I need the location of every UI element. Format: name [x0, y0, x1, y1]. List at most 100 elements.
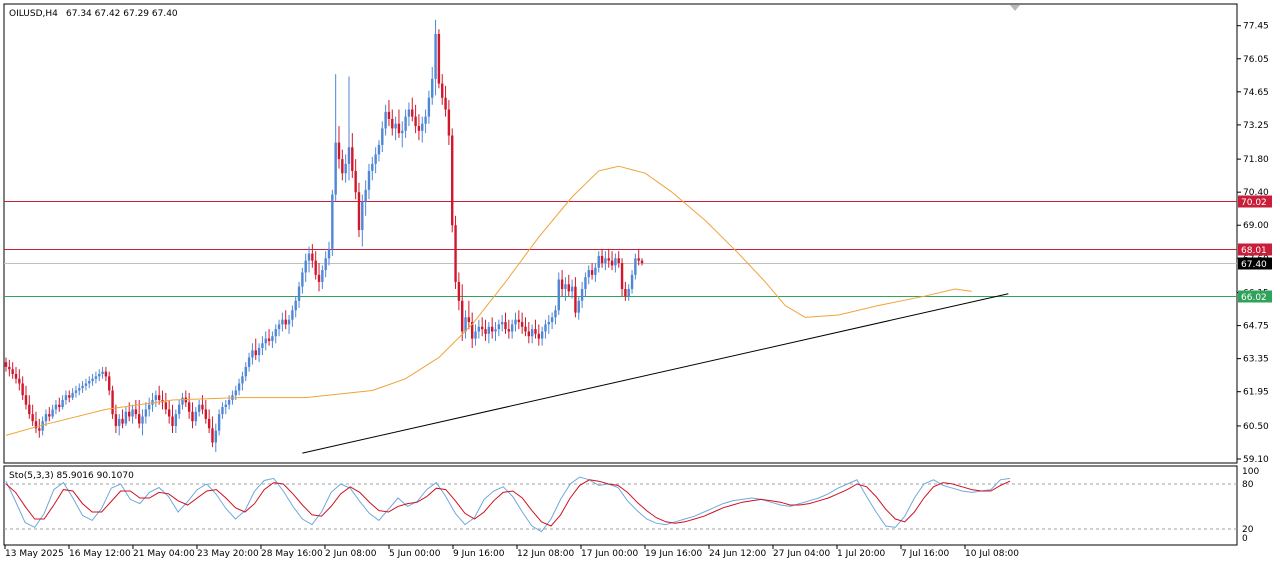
candle-body — [114, 414, 118, 426]
candle-body — [407, 109, 411, 117]
candle-body — [524, 326, 527, 332]
candle-body — [431, 78, 434, 98]
price-tick-label: 76.05 — [1243, 55, 1269, 65]
candle-body — [457, 281, 461, 301]
candle-body — [291, 310, 294, 320]
candle-body — [264, 338, 267, 344]
candle-body — [530, 329, 534, 337]
time-tick-label: 9 Jun 16:00 — [453, 549, 505, 559]
candle-body — [214, 430, 217, 443]
candle-body — [347, 147, 351, 164]
candle-body — [337, 142, 341, 160]
candle-body — [141, 416, 144, 424]
candle-body — [527, 331, 531, 337]
candle-body — [480, 326, 484, 330]
ascending-trendline[interactable] — [302, 293, 1009, 454]
candle-body — [14, 373, 18, 379]
candle-body — [74, 390, 78, 393]
candle-body — [354, 170, 357, 193]
candle-body — [334, 142, 337, 195]
candle-body — [221, 407, 224, 415]
stochastic-tick-0: 0 — [1242, 534, 1248, 544]
candle-body — [500, 322, 504, 325]
time-tick-label: 27 Jun 04:00 — [773, 549, 830, 559]
candle-body — [577, 300, 580, 313]
candle-body — [570, 286, 574, 292]
candle-body — [254, 350, 257, 356]
time-tick-label: 12 Jun 08:00 — [517, 549, 574, 559]
candle-body — [147, 404, 151, 410]
price-tick-label: 63.35 — [1243, 355, 1269, 365]
candle-body — [630, 274, 634, 289]
candle-body — [177, 404, 181, 415]
candle-body — [387, 111, 391, 119]
candle-body — [474, 331, 477, 339]
candle-body — [547, 322, 550, 325]
candle-body — [414, 116, 417, 127]
candle-body — [287, 319, 291, 325]
candle-body — [397, 123, 401, 134]
candle-body — [311, 253, 314, 261]
candle-body — [91, 378, 94, 382]
candle-body — [51, 409, 54, 417]
time-tick-label: 23 May 20:00 — [197, 549, 259, 559]
candle-body — [391, 118, 394, 129]
candle-body — [31, 414, 34, 422]
candle-body — [324, 258, 327, 271]
candle-body — [597, 255, 600, 268]
candle-body — [507, 329, 511, 332]
time-tick-label: 21 May 04:00 — [133, 549, 195, 559]
price-label-resistance-lower: 68.01 — [1241, 246, 1267, 256]
candle-body — [497, 324, 501, 330]
price-tick-label: 74.65 — [1243, 88, 1269, 98]
candle-body — [424, 116, 427, 124]
time-tick-label: 24 Jun 12:00 — [709, 549, 766, 559]
candle-body — [490, 326, 494, 332]
candle-body — [554, 310, 557, 318]
price-label-current-price: 67.40 — [1241, 260, 1267, 270]
ohlc-values: 67.34 67.42 67.29 67.40 — [66, 9, 178, 19]
candle-body — [620, 263, 624, 289]
stochastic-tick-80: 80 — [1242, 480, 1254, 490]
candle-body — [304, 260, 307, 273]
candle-body — [101, 371, 104, 374]
candle-body — [344, 163, 347, 174]
candle-body — [48, 414, 51, 417]
price-label-resistance-upper: 70.02 — [1241, 198, 1267, 208]
price-tick-label: 59.10 — [1243, 455, 1269, 465]
candle-body — [121, 418, 124, 424]
candle-body — [71, 392, 74, 398]
candle-body — [274, 329, 277, 337]
candle-body — [454, 225, 457, 282]
candle-body — [204, 409, 207, 419]
candle-body — [594, 267, 597, 275]
chart-shift-marker-icon[interactable] — [1010, 5, 1020, 11]
candle-body — [21, 383, 24, 396]
candle-body — [627, 288, 630, 297]
time-tick-label: 5 Jun 00:00 — [389, 549, 441, 559]
candle-body — [314, 260, 317, 275]
candle-body — [384, 111, 387, 129]
candle-body — [467, 317, 471, 323]
time-tick-label: 19 Jun 16:00 — [645, 549, 702, 559]
candle-body — [207, 418, 211, 429]
candle-body — [284, 319, 287, 325]
candle-body — [600, 255, 604, 264]
price-tick-label: 73.25 — [1243, 121, 1269, 131]
candle-body — [421, 123, 424, 131]
candle-body — [247, 357, 251, 367]
candle-body — [11, 369, 14, 374]
candle-body — [437, 33, 441, 84]
candle-body — [108, 376, 111, 391]
candle-body — [64, 395, 68, 400]
candle-body — [81, 385, 84, 389]
price-tick-label: 71.80 — [1243, 155, 1269, 165]
candle-body — [381, 128, 384, 145]
candle-body — [461, 300, 464, 332]
candle-body — [361, 201, 364, 230]
candle-body — [58, 404, 61, 408]
candle-body — [494, 329, 497, 332]
candle-body — [371, 163, 374, 171]
candle-body — [321, 270, 324, 282]
